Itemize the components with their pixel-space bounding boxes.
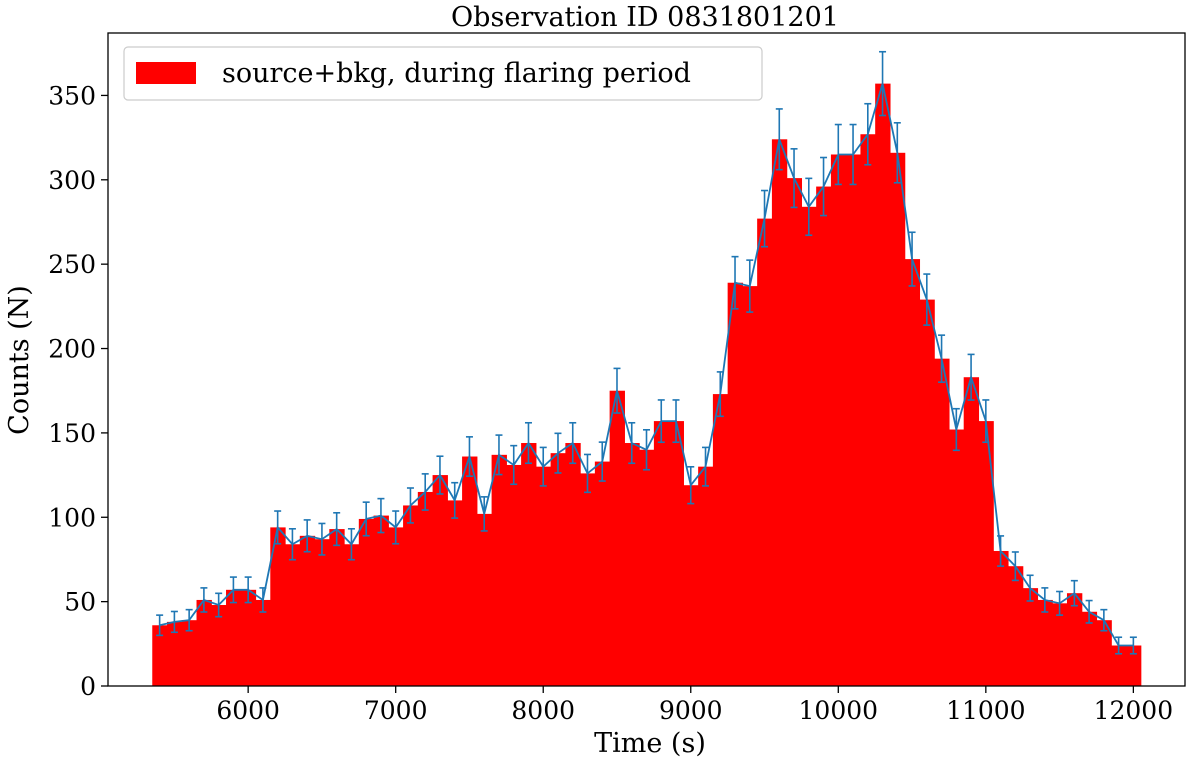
- histogram-bar: [757, 218, 773, 687]
- legend: source+bkg, during flaring period: [123, 46, 763, 101]
- histogram-bar: [299, 535, 316, 686]
- histogram-bar: [1007, 566, 1024, 686]
- histogram-bar: [491, 454, 507, 686]
- line-layer: [159, 83, 1134, 647]
- histogram-bar: [712, 394, 729, 686]
- histogram-bar: [948, 429, 965, 686]
- histogram-bar: [1081, 611, 1098, 686]
- histogram-bar: [580, 473, 596, 686]
- histogram-bar: [373, 515, 389, 686]
- histogram-bar: [240, 589, 257, 686]
- histogram-bar: [506, 464, 522, 686]
- histogram-bar: [417, 491, 434, 686]
- histogram-bar: [226, 589, 242, 686]
- histogram-bar: [1052, 603, 1068, 686]
- histogram-bar: [211, 605, 227, 686]
- x-tick-label: 9000: [659, 696, 723, 725]
- histogram-bar: [683, 485, 699, 686]
- histogram-bar: [1022, 588, 1039, 686]
- histogram-bar: [786, 178, 803, 687]
- histogram-bar: [196, 599, 212, 686]
- histogram-bar: [462, 456, 478, 686]
- histogram-bar: [653, 421, 670, 686]
- histogram-bar: [388, 527, 404, 686]
- histogram-bar: [535, 466, 552, 686]
- histogram-bar: [816, 186, 832, 687]
- histogram-bar: [698, 466, 714, 686]
- y-tick-label: 200: [48, 335, 96, 364]
- x-tick-label: 7000: [364, 696, 428, 725]
- histogram-bar: [270, 527, 286, 686]
- chart-title: Observation ID 0831801201: [451, 2, 839, 33]
- y-tick-label: 250: [48, 250, 96, 279]
- histogram-bar: [285, 544, 301, 686]
- histogram-bar: [845, 154, 862, 687]
- histogram-bar: [934, 358, 950, 686]
- y-tick-label: 300: [48, 166, 96, 195]
- histogram-bar: [875, 83, 891, 687]
- histogram-bar: [152, 625, 168, 686]
- bars-layer: [152, 83, 1142, 687]
- histogram-bar: [860, 134, 876, 687]
- histogram-bar: [1037, 599, 1053, 686]
- histogram-bar: [624, 443, 640, 686]
- histogram-bar: [432, 475, 448, 686]
- legend-label: source+bkg, during flaring period: [222, 58, 691, 89]
- histogram-bar: [993, 551, 1009, 686]
- histogram-bar: [609, 390, 625, 686]
- legend-box: [123, 46, 763, 101]
- y-tick-label: 0: [80, 672, 96, 701]
- histogram-bar: [978, 421, 994, 686]
- histogram-bar: [521, 443, 537, 686]
- histogram-bar: [329, 529, 345, 686]
- x-axis-label: Time (s): [594, 728, 706, 759]
- histogram-bar: [344, 544, 360, 686]
- y-axis: 0 50 100 150 200 250 300 350: [48, 81, 108, 701]
- x-tick-label: 10000: [799, 696, 879, 725]
- histogram-bar: [565, 443, 581, 686]
- histogram-bar: [403, 505, 419, 686]
- histogram-bar: [668, 421, 684, 686]
- y-tick-label: 50: [64, 588, 96, 617]
- histogram-bar: [727, 282, 743, 686]
- plot-frame: [107, 32, 1186, 687]
- x-tick-label: 11000: [946, 696, 1026, 725]
- y-tick-label: 100: [48, 503, 96, 532]
- x-tick-label: 6000: [216, 696, 280, 725]
- histogram-bar: [314, 539, 330, 686]
- legend-swatch: [136, 62, 196, 84]
- histogram-bar: [639, 449, 655, 686]
- histogram-bar: [1111, 645, 1127, 686]
- histogram-bar: [919, 299, 935, 686]
- histogram-bar: [358, 518, 375, 686]
- histogram-bar: [889, 152, 906, 687]
- histogram-bar: [771, 139, 788, 687]
- y-tick-label: 150: [48, 419, 96, 448]
- histogram-bar: [904, 259, 921, 686]
- histogram-bar: [181, 620, 198, 686]
- histogram-bar: [550, 453, 566, 686]
- histogram-bar: [963, 377, 980, 686]
- histogram-bar: [742, 286, 758, 686]
- histogram-bar: [476, 513, 493, 686]
- series-line: [159, 83, 1134, 647]
- histogram-bar: [801, 206, 817, 687]
- y-axis-label: Counts (N): [4, 285, 35, 435]
- histogram-bar: [594, 461, 611, 686]
- histogram-bar: [830, 154, 847, 687]
- histogram-bar: [447, 500, 463, 686]
- x-axis: 6000 7000 8000 9000 10000 11000 12000: [216, 686, 1173, 725]
- x-tick-label: 8000: [511, 696, 575, 725]
- histogram-bar: [1096, 620, 1112, 686]
- histogram-bar: [255, 599, 271, 686]
- histogram-bar: [1066, 593, 1083, 686]
- histogram-bar: [1125, 645, 1142, 686]
- y-tick-label: 350: [48, 81, 96, 110]
- histogram-bar: [167, 621, 183, 686]
- x-tick-label: 12000: [1094, 696, 1174, 725]
